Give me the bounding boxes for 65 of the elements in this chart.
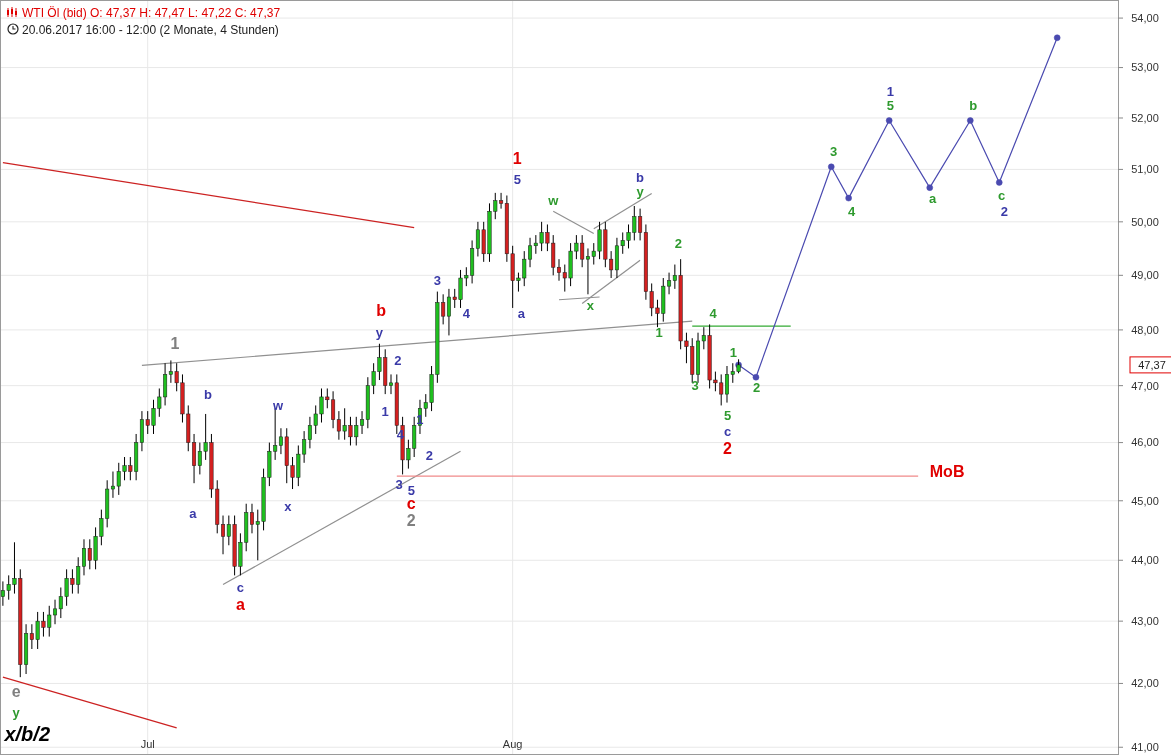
- annotation: c: [236, 580, 245, 596]
- annotation: 4: [462, 305, 471, 321]
- annotation: MoB: [929, 463, 965, 481]
- annotation: 1: [655, 324, 663, 340]
- annotation: 2: [406, 512, 416, 530]
- y-tick-label: 49,00: [1131, 269, 1159, 282]
- annotation: a: [517, 305, 526, 321]
- annotation: 2: [674, 235, 682, 251]
- annotation: a: [189, 506, 198, 522]
- annotation: 2: [723, 439, 733, 457]
- annotation: 5: [723, 408, 732, 424]
- annotation: 3: [433, 273, 441, 289]
- annotation: 4: [847, 203, 856, 219]
- annotation: y: [636, 183, 645, 199]
- annotation: 1: [381, 403, 389, 419]
- y-tick-label: 54,00: [1131, 11, 1159, 24]
- annotation: x: [284, 499, 293, 515]
- text: 20.06.2017 16:00 - 12:00 (2 Monate, 4 Stunden): [22, 23, 279, 37]
- annotation: 3: [395, 476, 403, 492]
- y-tick-label: 43,00: [1131, 614, 1159, 627]
- annotation: y: [12, 704, 21, 720]
- annotation: 5: [886, 97, 894, 113]
- annotation: a: [235, 595, 245, 613]
- annotation: b: [376, 302, 387, 320]
- annotation: 2: [752, 380, 761, 396]
- annotation: 3: [829, 143, 838, 159]
- y-tick-label: 41,00: [1131, 741, 1159, 754]
- annotation: 1: [512, 149, 522, 167]
- annotation: b: [203, 386, 212, 402]
- annotation: w: [547, 193, 560, 209]
- y-tick-label: 44,00: [1131, 554, 1159, 567]
- annotation: y: [375, 325, 384, 341]
- x-tick-label: Jul: [140, 738, 155, 750]
- annotation: 1: [170, 335, 180, 353]
- y-tick-label: 48,00: [1131, 323, 1159, 336]
- y-tick-label: 52,00: [1131, 111, 1159, 124]
- annotation: 2: [425, 447, 433, 463]
- annotation: 1: [886, 83, 894, 99]
- annotation: 2: [394, 352, 402, 368]
- y-tick-label: 45,00: [1131, 494, 1159, 507]
- y-tick-label: 47,00: [1131, 379, 1159, 392]
- text: 47,37: [1138, 358, 1166, 371]
- annotation: 1: [416, 412, 424, 428]
- annotation: w: [271, 397, 284, 413]
- y-tick-label: 46,00: [1131, 436, 1159, 449]
- y-tick-label: 42,00: [1131, 677, 1159, 690]
- annotation: c: [997, 188, 1006, 204]
- text: WTI Öl (bid) O: 47,37 H: 47,47 L: 47,22 C: 47,37: [22, 6, 281, 20]
- annotation: 1: [729, 344, 737, 360]
- annotation: 3: [691, 378, 699, 394]
- annotation: x/b/2: [3, 723, 51, 746]
- y-tick-label: 50,00: [1131, 215, 1159, 228]
- annotation: 5: [513, 172, 521, 188]
- annotation: b: [969, 97, 978, 113]
- annotation: b: [636, 169, 645, 185]
- annotation: 4: [709, 305, 718, 321]
- annotation: e: [11, 683, 21, 701]
- annotation: x: [586, 297, 595, 313]
- annotation: 2: [1000, 203, 1009, 219]
- annotation: c: [723, 423, 732, 439]
- x-tick-label: Aug: [502, 738, 523, 750]
- y-tick-label: 51,00: [1131, 163, 1159, 176]
- y-tick-label: 53,00: [1131, 61, 1159, 74]
- annotation: 4: [396, 426, 405, 442]
- annotation: a: [929, 190, 938, 206]
